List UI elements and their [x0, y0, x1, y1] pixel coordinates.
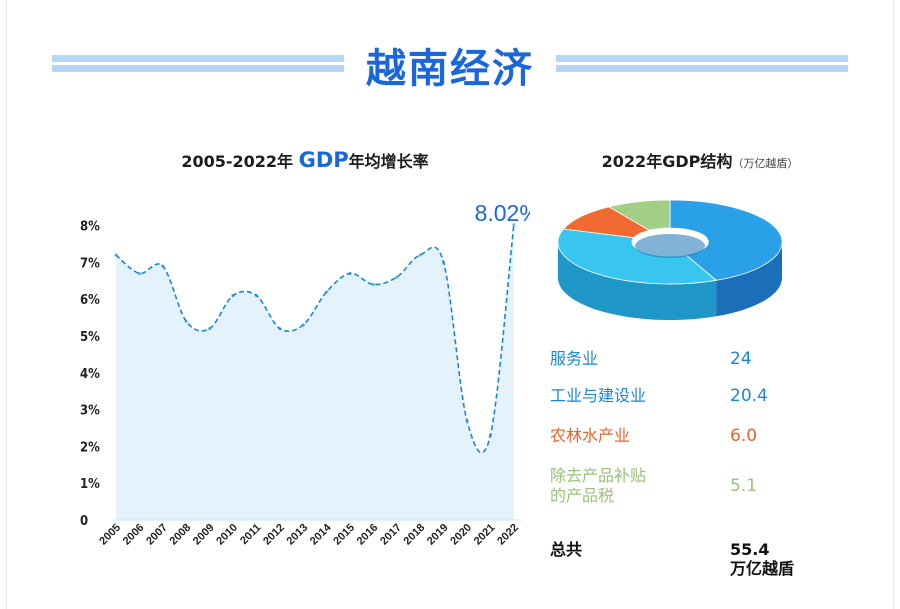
- x-tick-label: 2010: [214, 522, 240, 548]
- growth-line-chart: 01%2%3%4%5%6%7%8%20052006200720082009201…: [80, 200, 530, 548]
- y-tick-label: 6%: [80, 293, 100, 308]
- page-title: 越南经济: [366, 46, 534, 92]
- title-band-right: [556, 55, 848, 73]
- data-point-2018: [418, 253, 422, 257]
- ring-side-services: [716, 242, 782, 317]
- x-tick-label: 2014: [308, 521, 334, 547]
- line-chart-title-suffix: 年均增长率: [348, 152, 429, 171]
- legend-label-industry: 工业与建设业: [550, 386, 647, 405]
- legend-label-services: 服务业: [550, 349, 599, 368]
- legend-value-total: 55.4: [730, 540, 770, 559]
- x-tick-label: 2015: [331, 522, 357, 548]
- data-point-2011: [254, 293, 258, 298]
- legend-value-services: 24: [730, 349, 752, 369]
- x-tick-label: 2013: [285, 522, 311, 548]
- y-tick-label: 3%: [80, 404, 100, 419]
- growth-area-fill: [116, 224, 514, 520]
- ring-slice-services: [669, 199, 783, 281]
- x-tick-label: 2021: [472, 522, 498, 548]
- peak-value-annotation: 8.02%: [475, 200, 530, 226]
- x-tick-label: 2007: [144, 522, 170, 548]
- data-point-2013: [301, 323, 305, 327]
- x-tick-label: 2017: [378, 522, 404, 548]
- data-point-2015: [348, 271, 352, 276]
- x-tick-label: 2006: [121, 522, 147, 548]
- y-tick-label: 0: [80, 514, 88, 529]
- legend-label-taxes-line2: 的产品税: [550, 486, 615, 505]
- data-point-2005: [114, 253, 118, 257]
- legend-row-total: 总共 55.4 万亿越盾: [550, 540, 850, 580]
- pie-chart-title-main: 2022年GDP结构: [601, 152, 733, 171]
- data-point-2008: [184, 319, 188, 323]
- y-tick-label: 7%: [80, 256, 100, 271]
- line-chart-title: 2005-2022年 GDP年均增长率: [120, 148, 490, 172]
- data-point-2019: [442, 260, 446, 264]
- data-point-2017: [395, 275, 399, 279]
- data-point-2010: [231, 293, 235, 298]
- ring-side-industry: [558, 242, 717, 321]
- data-point-2022: [512, 223, 516, 227]
- legend-value-agriculture: 6.0: [730, 426, 758, 446]
- page-edge-left: [6, 0, 7, 609]
- legend-value-taxes: 5.1: [730, 476, 758, 496]
- data-point-2007: [161, 264, 165, 268]
- x-tick-label: 2012: [261, 522, 287, 548]
- legend-value-industry: 20.4: [730, 386, 768, 406]
- gdp-structure-pie-chart: [557, 199, 783, 321]
- y-tick-label: 5%: [80, 330, 100, 345]
- line-chart-title-prefix: 2005-2022年: [181, 152, 299, 171]
- x-tick-label: 2019: [425, 522, 451, 548]
- x-tick-label: 2005: [97, 522, 123, 548]
- pie-chart-unit: （万亿越盾）: [732, 157, 799, 170]
- legend-row-taxes: 除去产品补贴 的产品税 5.1: [550, 466, 850, 510]
- y-tick-label: 1%: [80, 477, 100, 492]
- x-tick-label: 2020: [448, 522, 474, 548]
- data-point-2014: [325, 290, 329, 294]
- data-point-2020: [465, 419, 469, 423]
- x-tick-label: 2018: [402, 522, 428, 548]
- y-tick-label: 8%: [80, 220, 100, 235]
- pie-chart-title: 2022年GDP结构（万亿越盾）: [560, 148, 840, 172]
- data-point-2016: [371, 282, 375, 287]
- x-tick-label: 2022: [495, 522, 521, 548]
- legend-label-taxes: 除去产品补贴: [550, 466, 647, 485]
- x-tick-label: 2009: [191, 522, 217, 548]
- y-tick-label: 2%: [80, 440, 100, 455]
- legend-label-agriculture: 农林水产业: [550, 426, 631, 445]
- ring-hole: [635, 234, 705, 258]
- x-tick-label: 2016: [355, 522, 381, 548]
- data-point-2009: [208, 327, 212, 331]
- legend-label-total: 总共: [550, 540, 583, 559]
- line-chart-title-gdp: GDP: [298, 148, 349, 172]
- legend-value-total-unit: 万亿越盾: [730, 559, 795, 578]
- x-tick-label: 2008: [168, 522, 194, 548]
- x-tick-label: 2011: [238, 522, 263, 547]
- page-edge-right: [893, 0, 894, 609]
- ring-slice-taxes: [607, 199, 671, 231]
- title-band-left: [52, 55, 344, 73]
- data-point-2021: [488, 433, 492, 437]
- y-tick-label: 4%: [80, 367, 100, 382]
- data-point-2006: [137, 271, 141, 276]
- data-point-2012: [278, 327, 282, 331]
